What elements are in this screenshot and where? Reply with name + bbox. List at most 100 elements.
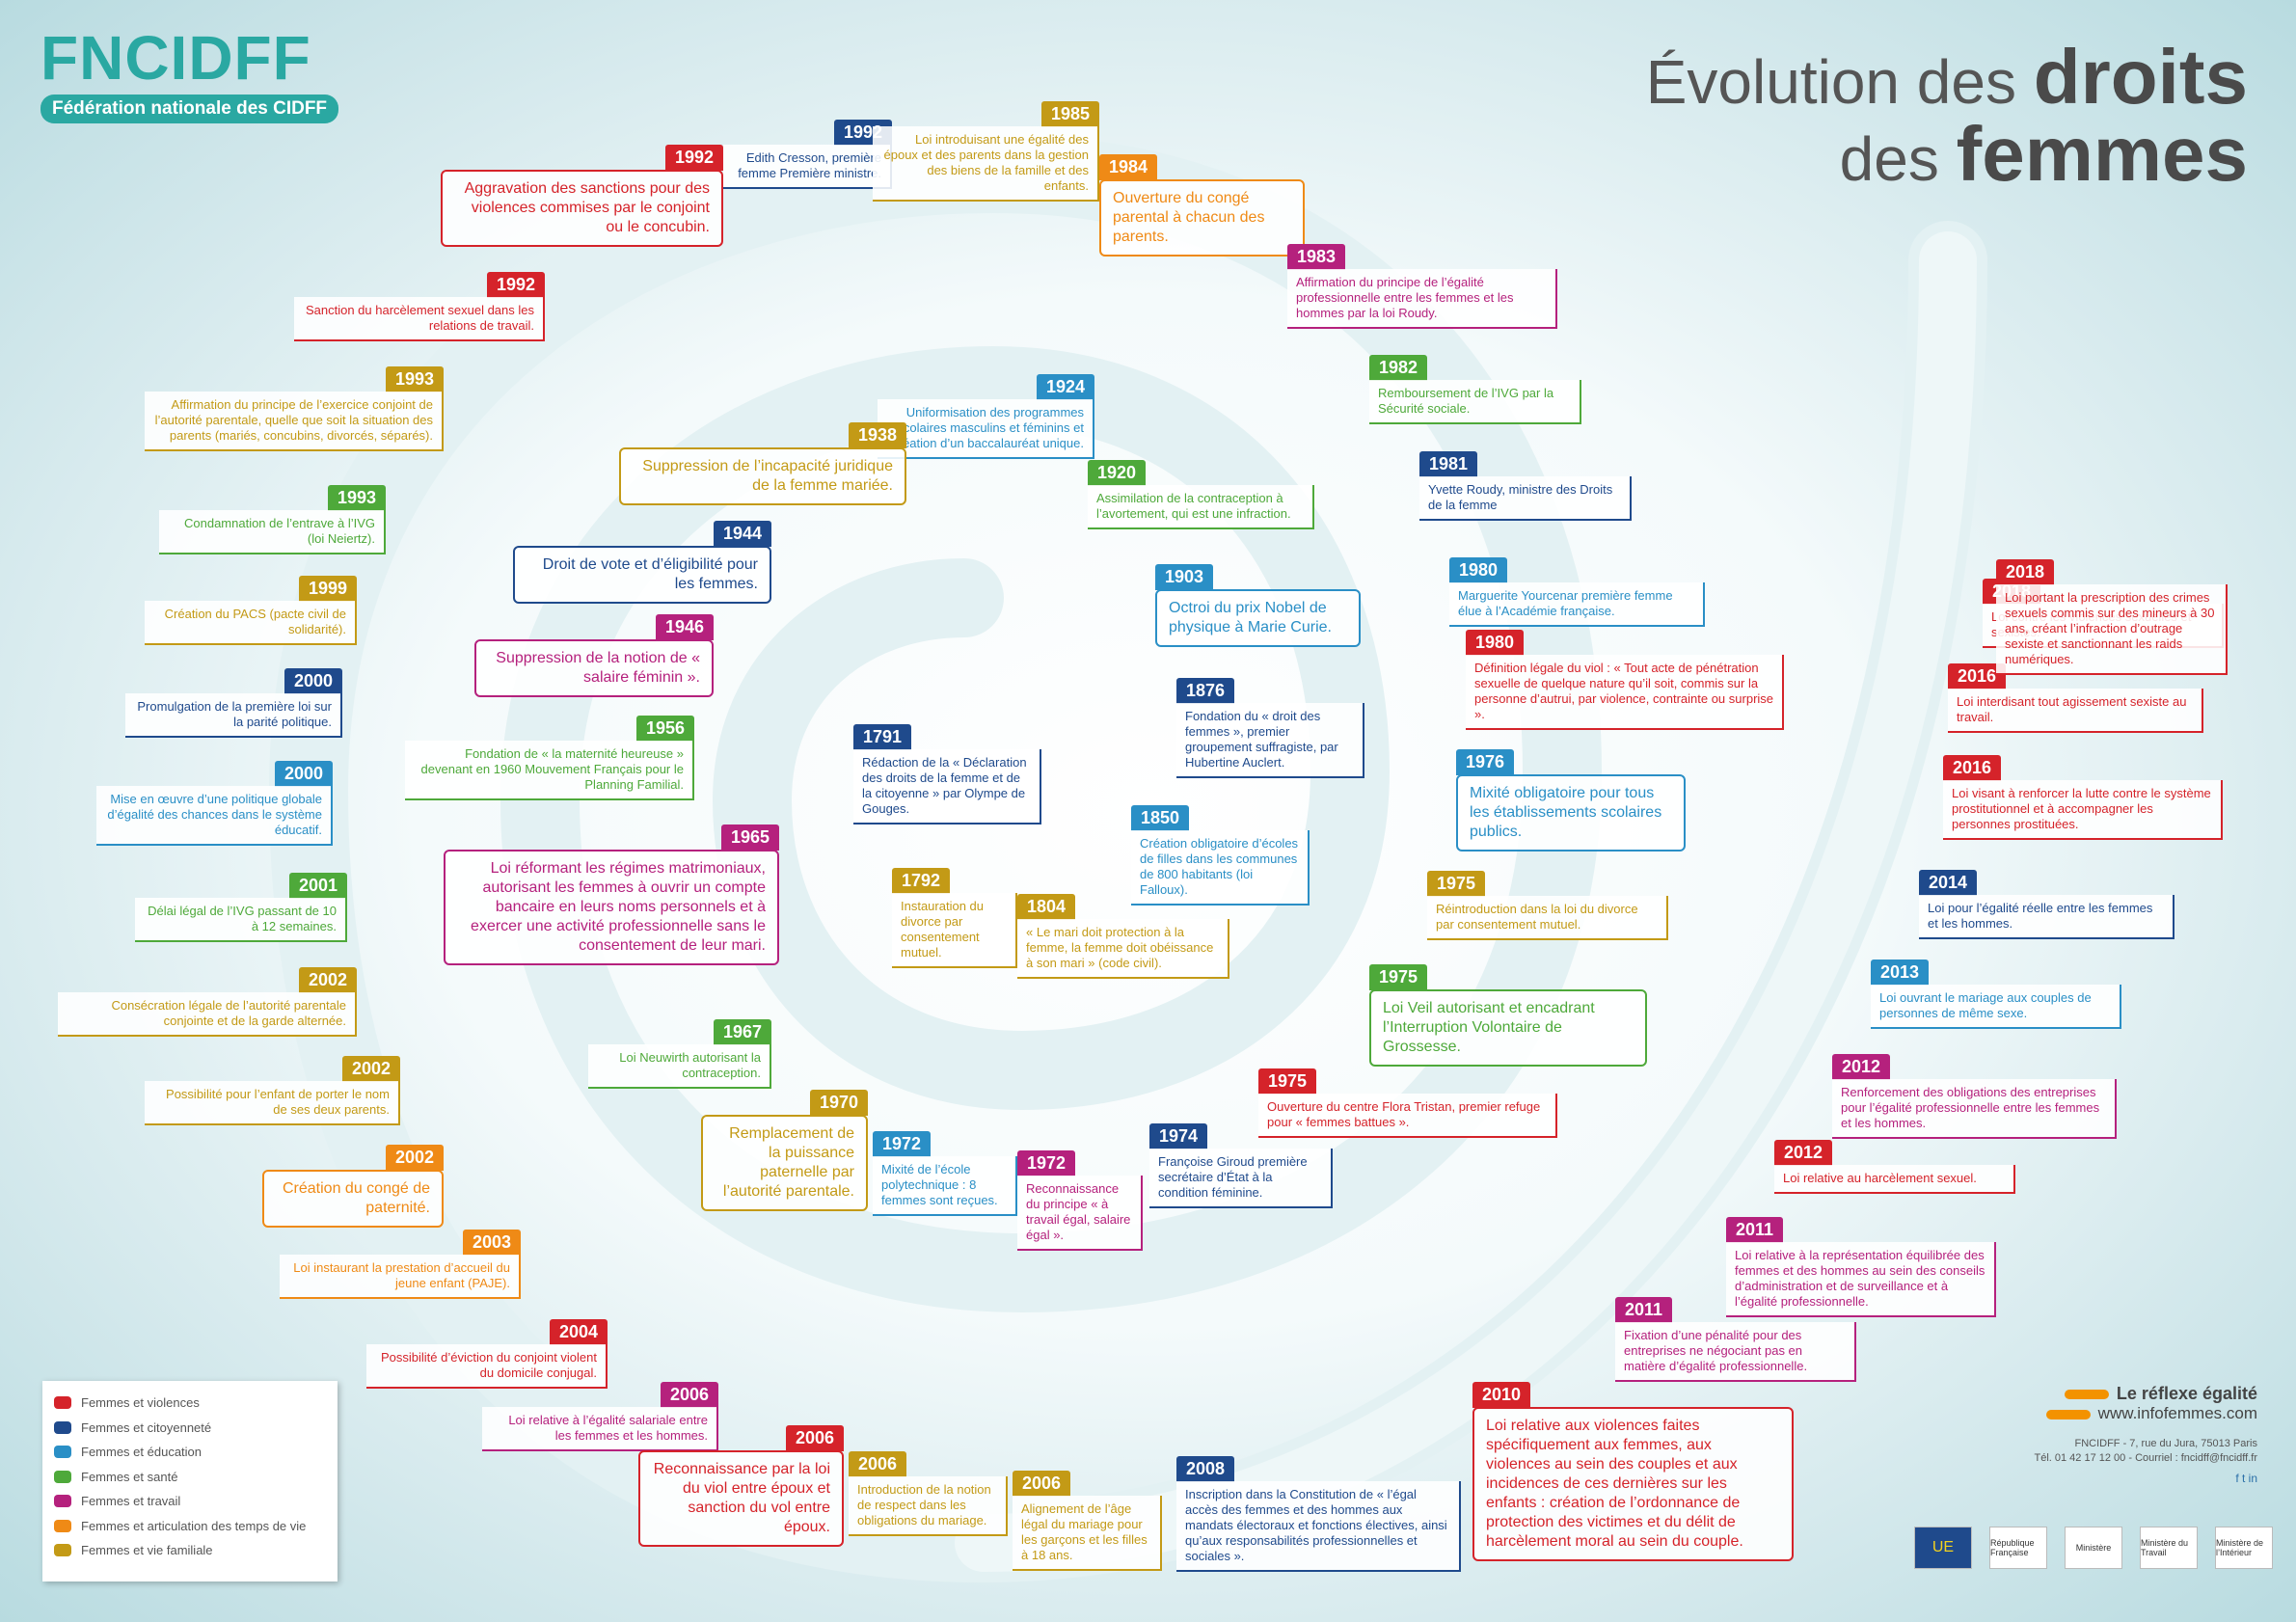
- event-description: Affirmation du principe de l’exercice co…: [145, 392, 444, 451]
- event-description: Loi ouvrant le mariage aux couples de pe…: [1871, 985, 2121, 1029]
- logo-wordmark: FNCIDFF: [41, 23, 311, 93]
- event-description: Promulgation de la première loi sur la p…: [125, 693, 342, 738]
- legend-swatch: [54, 1396, 71, 1410]
- event-year-tab: 2011: [1615, 1297, 1673, 1323]
- event-year-tab: 1791: [853, 724, 912, 750]
- event-description: Loi relative à l’égalité salariale entre…: [482, 1407, 718, 1451]
- event-description: Alignement de l’âge légal du mariage pou…: [1013, 1496, 1162, 1571]
- legend-item-citoyennete: Femmes et citoyenneté: [54, 1416, 326, 1441]
- event-year-tab: 2018: [1996, 559, 2055, 585]
- event-description: Remboursement de l’IVG par la Sécurité s…: [1369, 380, 1581, 424]
- event-year-tab: 1976: [1456, 749, 1515, 775]
- event-description: Aggravation des sanctions pour des viole…: [441, 170, 723, 247]
- event-year-tab: 1804: [1017, 894, 1076, 920]
- event-year-tab: 1975: [1258, 1068, 1317, 1095]
- event-year-tab: 1982: [1369, 355, 1428, 381]
- event-description: Ouverture du congé parental à chacun des…: [1099, 179, 1305, 257]
- reflex-bar-icon: [2064, 1390, 2109, 1400]
- event-description: Loi instaurant la prestation d’accueil d…: [280, 1255, 521, 1299]
- event-description: Introduction de la notion de respect dan…: [849, 1476, 1008, 1536]
- event-description: Marguerite Yourcenar première femme élue…: [1449, 582, 1705, 627]
- event-year-tab: 1993: [385, 366, 444, 392]
- event-year-tab: 1970: [809, 1090, 868, 1116]
- event-description: Loi relative à la représentation équilib…: [1726, 1242, 1996, 1317]
- event-year-tab: 1975: [1369, 964, 1428, 990]
- event-year-tab: 1850: [1131, 805, 1190, 831]
- event-description: Instauration du divorce par consentement…: [892, 893, 1017, 968]
- event-description: Yvette Roudy, ministre des Droits de la …: [1419, 476, 1632, 521]
- event-description: Loi relative aux violences faites spécif…: [1472, 1407, 1794, 1561]
- partner-logo: République Française: [1989, 1527, 2047, 1569]
- event-description: Création du PACS (pacte civil de solidar…: [145, 601, 357, 645]
- event-year-tab: 1903: [1155, 564, 1214, 590]
- website-link[interactable]: www.infofemmes.com: [2035, 1404, 2257, 1423]
- event-year-tab: 2004: [549, 1319, 608, 1345]
- event-description: Mise en œuvre d’une politique globale d’…: [96, 786, 333, 846]
- event-description: Loi portant la prescription des crimes s…: [1996, 584, 2228, 675]
- event-year-tab: 1876: [1176, 678, 1235, 704]
- event-description: Mixité obligatoire pour tous les établis…: [1456, 774, 1686, 852]
- event-description: Inscription dans la Constitution de « l’…: [1176, 1481, 1461, 1572]
- event-description: Uniformisation des programmes scolaires …: [878, 399, 1094, 459]
- social-icons[interactable]: f t in: [2235, 1472, 2257, 1485]
- legend-item-travail: Femmes et travail: [54, 1489, 326, 1514]
- event-year-tab: 1946: [655, 614, 714, 640]
- event-description: Remplacement de la puissance paternelle …: [701, 1115, 868, 1211]
- legend-swatch: [54, 1544, 71, 1557]
- event-year-tab: 2000: [274, 761, 333, 787]
- event-description: Renforcement des obligations des entrepr…: [1832, 1079, 2117, 1139]
- event-year-tab: 1985: [1040, 101, 1099, 127]
- footer: Le réflexe égalité www.infofemmes.com FN…: [2035, 1384, 2258, 1485]
- event-description: Loi pour l’égalité réelle entre les femm…: [1919, 895, 2174, 939]
- legend-item-education: Femmes et éducation: [54, 1440, 326, 1465]
- event-description: Réintroduction dans la loi du divorce pa…: [1427, 896, 1668, 940]
- event-year-tab: 1920: [1088, 460, 1147, 486]
- event-year-tab: 2012: [1832, 1054, 1891, 1080]
- legend-label: Femmes et travail: [81, 1494, 181, 1509]
- event-year-tab: 2003: [462, 1230, 521, 1256]
- event-description: Condamnation de l’entrave à l’IVG (loi N…: [159, 510, 386, 554]
- event-description: Fondation de « la maternité heureuse » d…: [405, 741, 694, 800]
- event-year-tab: 1967: [713, 1019, 771, 1045]
- title-prefix2: des: [1839, 124, 1939, 194]
- title-bold-droits: droits: [2033, 34, 2248, 120]
- event-year-tab: 1980: [1449, 557, 1508, 583]
- event-description: Reconnaissance du principe « à travail é…: [1017, 1176, 1143, 1251]
- event-description: Loi Veil autorisant et encadrant l’Inter…: [1369, 989, 1647, 1067]
- title-bold-femmes: femmes: [1956, 111, 2248, 197]
- legend-label: Femmes et santé: [81, 1469, 178, 1484]
- event-year-tab: 2001: [288, 873, 347, 899]
- legend-label: Femmes et violences: [81, 1395, 200, 1411]
- event-year-tab: 2002: [385, 1145, 444, 1171]
- legend-label: Femmes et citoyenneté: [81, 1419, 212, 1435]
- event-description: Fixation d’une pénalité pour des entrepr…: [1615, 1322, 1856, 1382]
- event-year-tab: 2006: [785, 1425, 844, 1451]
- partner-logos: UE République Française Ministère Ministère…: [1914, 1527, 2273, 1569]
- event-description: Création du congé de paternité.: [262, 1170, 444, 1228]
- event-description: Rédaction de la « Déclaration des droits…: [853, 749, 1041, 825]
- event-description: Affirmation du principe de l’égalité pro…: [1287, 269, 1557, 329]
- legend-swatch: [54, 1519, 71, 1532]
- partner-logo: Ministère: [2065, 1527, 2122, 1569]
- event-year-tab: 1993: [327, 485, 386, 511]
- event-year-tab: 2010: [1472, 1382, 1531, 1408]
- event-year-tab: 1974: [1149, 1123, 1208, 1149]
- event-year-tab: 1984: [1099, 154, 1158, 180]
- event-description: Suppression de l’incapacité juridique de…: [619, 447, 906, 505]
- event-description: Suppression de la notion de « salaire fé…: [474, 639, 714, 697]
- event-description: Edith Cresson, première femme Première m…: [723, 145, 892, 189]
- event-description: Fondation du « droit des femmes », premi…: [1176, 703, 1364, 778]
- legend-swatch: [54, 1420, 71, 1434]
- event-description: Octroi du prix Nobel de physique à Marie…: [1155, 589, 1361, 647]
- fncidff-logo[interactable]: FNCIDFF Fédération nationale des CIDFF: [41, 23, 339, 123]
- event-year-tab: 1981: [1419, 451, 1478, 477]
- event-year-tab: 2006: [660, 1382, 718, 1408]
- event-year-tab: 2002: [298, 967, 357, 993]
- event-year-tab: 2014: [1919, 870, 1978, 896]
- event-year-tab: 1999: [298, 576, 357, 602]
- legend-item-articulation: Femmes et articulation des temps de vie: [54, 1514, 326, 1539]
- event-description: Françoise Giroud première secrétaire d’É…: [1149, 1149, 1333, 1208]
- event-description: Loi Neuwirth autorisant la contraception…: [588, 1044, 771, 1089]
- event-description: Délai légal de l’IVG passant de 10 à 12 …: [135, 898, 347, 942]
- partner-logo: UE: [1914, 1527, 1972, 1569]
